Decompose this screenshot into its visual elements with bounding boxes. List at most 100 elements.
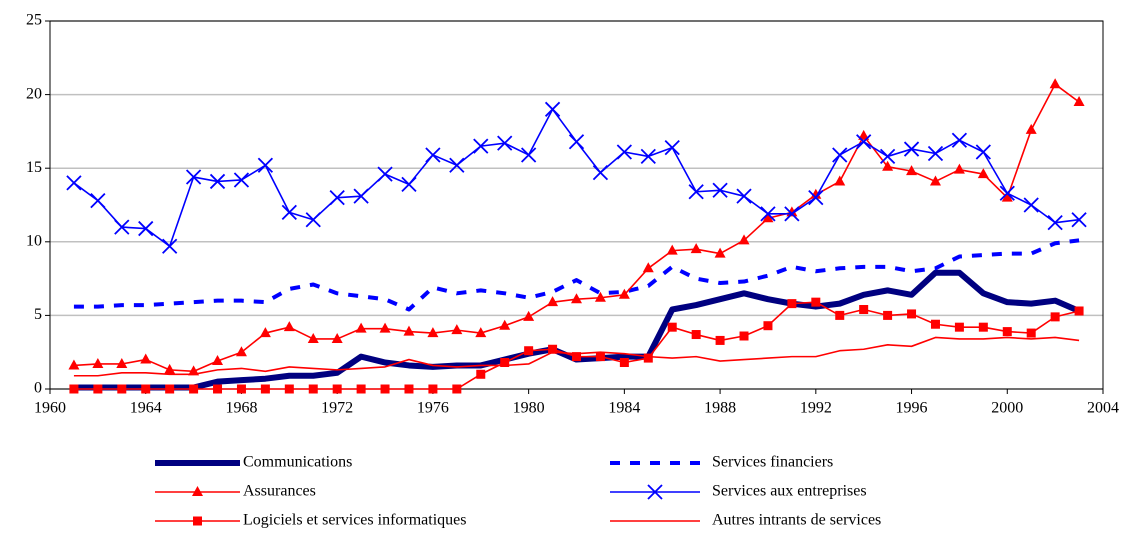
marker-x xyxy=(329,190,345,206)
series xyxy=(73,238,1080,312)
marker-x xyxy=(162,238,178,254)
y-tick-label: 25 xyxy=(26,12,42,29)
marker-triangle xyxy=(571,293,582,304)
marker-triangle xyxy=(690,243,702,254)
marker-triangle xyxy=(642,262,654,273)
marker-x xyxy=(1047,215,1063,231)
marker-triangle xyxy=(929,175,941,186)
marker-triangle xyxy=(331,332,343,343)
marker-square xyxy=(213,384,223,394)
x-tick-label: 2000 xyxy=(991,400,1023,417)
marker-triangle xyxy=(1073,95,1085,106)
marker-triangle xyxy=(68,359,80,370)
marker-x xyxy=(592,164,609,181)
marker-x xyxy=(353,188,369,204)
marker-x xyxy=(1071,212,1087,228)
legend-label: Communications xyxy=(243,454,352,471)
marker-triangle xyxy=(212,355,224,366)
marker-triangle xyxy=(164,363,176,374)
marker-triangle xyxy=(1049,78,1061,89)
marker-square xyxy=(595,352,605,362)
marker-x xyxy=(377,166,393,182)
marker-square xyxy=(835,310,845,320)
marker-square xyxy=(260,384,270,394)
marker-x xyxy=(879,148,896,165)
marker-square xyxy=(69,384,79,394)
legend-label: Autres intrants de services xyxy=(712,512,881,529)
marker-x xyxy=(449,157,465,173)
marker-x xyxy=(903,141,920,157)
marker-x xyxy=(185,169,202,185)
marker-triangle xyxy=(523,310,535,321)
marker-x xyxy=(233,172,250,188)
y-tick-label: 10 xyxy=(26,232,42,249)
marker-x xyxy=(616,144,633,160)
marker-x xyxy=(114,219,130,235)
marker-square xyxy=(332,384,342,394)
legend-label: Services financiers xyxy=(712,454,833,471)
legend-label: Services aux entreprises xyxy=(712,483,867,500)
marker-x xyxy=(999,185,1015,201)
marker-square xyxy=(428,384,438,394)
marker-square xyxy=(165,384,175,394)
marker-square xyxy=(452,384,462,394)
legend-label: Assurances xyxy=(243,483,316,500)
marker-triangle xyxy=(355,322,367,333)
series xyxy=(68,78,1085,376)
marker-x xyxy=(784,206,800,222)
marker-x xyxy=(927,145,944,162)
marker-square xyxy=(404,384,414,394)
marker-triangle xyxy=(92,357,104,368)
marker-square xyxy=(907,309,917,319)
marker-x xyxy=(568,134,585,150)
marker-square xyxy=(1074,306,1084,316)
marker-triangle xyxy=(834,175,846,186)
marker-square xyxy=(1002,327,1012,337)
marker-square xyxy=(691,330,701,340)
legend-label: Logiciels et services informatiques xyxy=(243,512,466,529)
marker-square xyxy=(859,305,869,315)
marker-square xyxy=(739,331,749,341)
marker-triangle xyxy=(1001,191,1013,202)
x-tick-label: 1976 xyxy=(417,400,449,417)
marker-triangle xyxy=(403,325,415,336)
marker-square xyxy=(380,384,390,394)
marker-triangle xyxy=(379,322,391,333)
marker-square xyxy=(1050,312,1060,322)
marker-triangle xyxy=(762,212,774,223)
legend-marker xyxy=(192,486,203,496)
marker-x xyxy=(856,134,872,150)
marker-x xyxy=(138,220,154,237)
marker-square xyxy=(524,346,534,356)
marker-x xyxy=(425,147,441,163)
marker-x xyxy=(664,139,680,156)
x-tick-label: 1984 xyxy=(608,400,640,417)
marker-triangle xyxy=(594,291,606,302)
series-line xyxy=(73,83,1080,373)
marker-triangle xyxy=(666,244,678,255)
y-tick-label: 5 xyxy=(34,306,42,323)
marker-square xyxy=(978,322,988,332)
marker-triangle xyxy=(235,346,247,357)
series-line xyxy=(73,238,1080,312)
marker-triangle xyxy=(283,321,295,332)
marker-triangle xyxy=(618,288,630,299)
x-tick-label: 1964 xyxy=(130,400,162,417)
marker-triangle xyxy=(307,332,319,343)
marker-x xyxy=(975,144,991,160)
x-tick-label: 1960 xyxy=(34,400,66,417)
marker-triangle xyxy=(475,327,487,338)
marker-square xyxy=(356,384,366,394)
marker-triangle xyxy=(810,188,822,199)
x-tick-label: 2004 xyxy=(1087,400,1119,417)
marker-square xyxy=(763,321,773,331)
series-line xyxy=(73,336,1080,377)
marker-triangle xyxy=(714,247,726,258)
series xyxy=(73,336,1080,377)
marker-square xyxy=(284,384,294,394)
marker-x xyxy=(305,212,321,228)
legend-marker xyxy=(193,516,202,526)
marker-square xyxy=(930,319,940,329)
series xyxy=(66,101,1087,254)
